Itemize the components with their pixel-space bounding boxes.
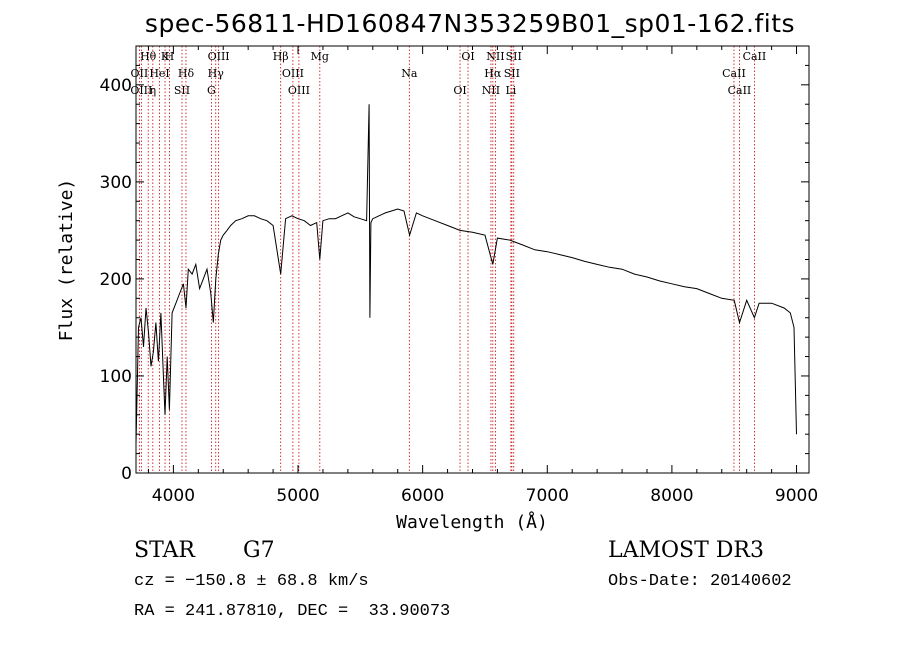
y-tick-label-1: 100 (100, 367, 132, 387)
survey-name: LAMOST DR3 (608, 538, 764, 563)
y-tick-label-3: 300 (100, 173, 132, 193)
line-label-9: OIII (208, 50, 230, 63)
line-label-8: SII (174, 84, 190, 97)
line-label-19: Hα (484, 67, 502, 80)
line-label-11: G (207, 84, 216, 97)
line-label-4: HeI (149, 67, 169, 80)
line-label-10: Hγ (208, 67, 225, 80)
line-label-27: CaII (743, 50, 767, 63)
line-label-23: Li (505, 84, 516, 97)
object-class: STAR (134, 538, 195, 563)
line-label-12: Hβ (273, 50, 289, 63)
spectral-line-labels: HθOIIOIIIKHeIηHHδSIIOIIIHγGHβOIIIOIIIMgN… (130, 50, 766, 97)
line-label-5: η (150, 84, 157, 97)
line-label-25: CaII (722, 67, 746, 80)
line-label-22: SII (504, 67, 520, 80)
x-tick-label-5: 9000 (775, 486, 818, 506)
y-tick-label-0: 0 (121, 464, 132, 484)
chart-title: spec-56811-HD160847N353259B01_sp01-162.f… (145, 9, 795, 38)
observation-date: Obs-Date: 20140602 (608, 572, 792, 591)
x-axis: 4000 5000 6000 7000 8000 9000 (147, 46, 818, 506)
line-label-1: OII (131, 67, 149, 80)
x-tick-label-2: 6000 (401, 486, 444, 506)
plot-frame (135, 45, 810, 474)
line-label-24: SII (506, 50, 522, 63)
line-label-6: H (165, 50, 175, 63)
y-axis-label: Flux (relative) (56, 179, 77, 342)
y-tick-label-2: 200 (100, 270, 132, 290)
object-subclass: G7 (243, 538, 275, 563)
x-tick-label-1: 5000 (276, 486, 319, 506)
redshift-line: cz = −150.8 ± 68.8 km/s (134, 572, 369, 591)
line-label-14: OIII (288, 84, 310, 97)
line-label-15: Mg (311, 50, 329, 63)
x-tick-label-3: 7000 (526, 486, 569, 506)
line-label-18: OI (461, 50, 474, 63)
y-axis: 0 100 200 300 400 (100, 45, 809, 484)
line-label-7: Hδ (178, 67, 195, 80)
coordinates-line: RA = 241.87810, DEC = 33.90073 (134, 602, 451, 621)
spectral-line-markers (138, 46, 755, 473)
line-label-16: Na (401, 67, 418, 80)
line-label-13: OIII (282, 67, 304, 80)
line-label-26: CaII (728, 84, 752, 97)
x-tick-label-4: 8000 (650, 486, 693, 506)
line-label-17: OI (453, 84, 466, 97)
line-label-0: Hθ (140, 50, 157, 63)
line-label-3: K (161, 50, 170, 63)
x-tick-label-0: 4000 (152, 486, 195, 506)
line-label-21: NII (486, 50, 504, 63)
line-label-20: NII (482, 84, 500, 97)
y-tick-label-4: 400 (100, 76, 132, 96)
x-axis-label: Wavelength (Å) (396, 511, 548, 533)
spectrum-line (135, 104, 797, 444)
